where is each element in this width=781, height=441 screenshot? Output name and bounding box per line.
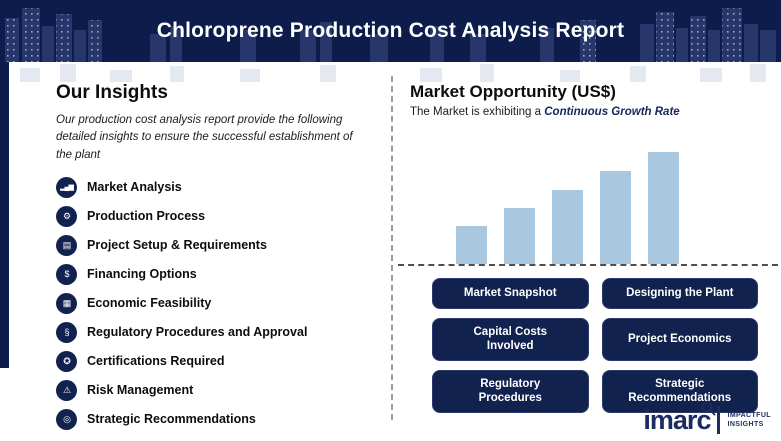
report-title: Chloroprene Production Cost Analysis Rep… [156,19,625,42]
insight-label: Strategic Recommendations [87,412,256,427]
magnifier-icon [702,401,716,416]
insights-heading: Our Insights [56,82,168,103]
insight-label: Economic Feasibility [87,296,212,311]
market-snapshot-button[interactable]: Market Snapshot [432,278,589,309]
list-item: ⚠ Risk Management [56,379,378,401]
growth-bar-chart [456,128,679,264]
logo-tagline: IMPACTFUL INSIGHTS [727,411,771,430]
certificate-icon: ✪ [56,350,77,372]
list-item: ✪ Certifications Required [56,350,378,372]
left-accent-bar [0,62,9,368]
brand-wordmark: imarc [643,401,716,435]
chart-bar [600,171,631,264]
calculator-icon: ▦ [56,292,77,314]
market-heading: Market Opportunity (US$) [410,82,616,101]
insight-label: Project Setup & Requirements [87,238,267,253]
regulation-icon: § [56,321,77,343]
insight-label: Risk Management [87,383,194,398]
warning-icon: ⚠ [56,379,77,401]
logo-divider [717,406,721,434]
brand-text: imarc [643,404,711,435]
capital-costs-button[interactable]: Capital Costs Involved [432,318,589,361]
insight-label: Regulatory Procedures and Approval [87,325,308,340]
list-item: ▤ Project Setup & Requirements [56,234,378,256]
tagline-line1: IMPACTFUL [727,411,771,419]
target-icon: ◎ [56,408,77,430]
regulatory-procedures-button[interactable]: Regulatory Procedures [432,369,589,413]
designing-plant-button[interactable]: Designing the Plant [601,278,758,309]
skyline-watermark [20,64,766,82]
chart-baseline [398,264,778,266]
strategic-recommendations-button[interactable]: Strategic Recommendations [601,369,758,413]
market-panel: Market Opportunity (US$) The Market is e… [398,82,778,432]
chart-bar [648,152,679,264]
insights-description: Our production cost analysis report prov… [56,114,353,161]
bar-chart-icon: ▂▄▆ [56,176,77,198]
subtitle-highlight: Continuous Growth Rate [544,106,680,118]
topic-button-grid: Market Snapshot Designing the Plant Capi… [432,278,758,413]
imarc-logo: imarc IMPACTFUL INSIGHTS [643,401,771,435]
chart-bar [504,208,535,264]
market-subtitle: The Market is exhibiting a Continuous Gr… [410,106,776,118]
tagline-line2: INSIGHTS [727,421,764,428]
insight-label: Production Process [87,209,206,224]
clipboard-icon: ▤ [56,234,77,256]
chart-bar [456,226,487,264]
list-item: ◎ Strategic Recommendations [56,408,378,430]
header: Chloroprene Production Cost Analysis Rep… [0,0,781,62]
insights-list: ▂▄▆ Market Analysis ⚙ Production Process… [56,176,378,430]
list-item: $ Financing Options [56,263,378,285]
list-item: ▂▄▆ Market Analysis [56,176,378,198]
project-economics-button[interactable]: Project Economics [601,318,758,361]
gear-icon: ⚙ [56,205,77,227]
list-item: ▦ Economic Feasibility [56,292,378,314]
city-skyline-art [5,8,776,62]
insight-label: Market Analysis [87,180,182,195]
list-item: § Regulatory Procedures and Approval [56,321,378,343]
chart-bar [552,190,583,264]
list-item: ⚙ Production Process [56,205,378,227]
insights-panel: Our Insights Our production cost analysi… [56,82,378,438]
subtitle-prefix: The Market is exhibiting a [410,106,545,118]
insight-label: Financing Options [87,267,197,282]
insight-label: Certifications Required [87,354,225,369]
dollar-icon: $ [56,263,77,285]
panel-divider [391,76,393,420]
